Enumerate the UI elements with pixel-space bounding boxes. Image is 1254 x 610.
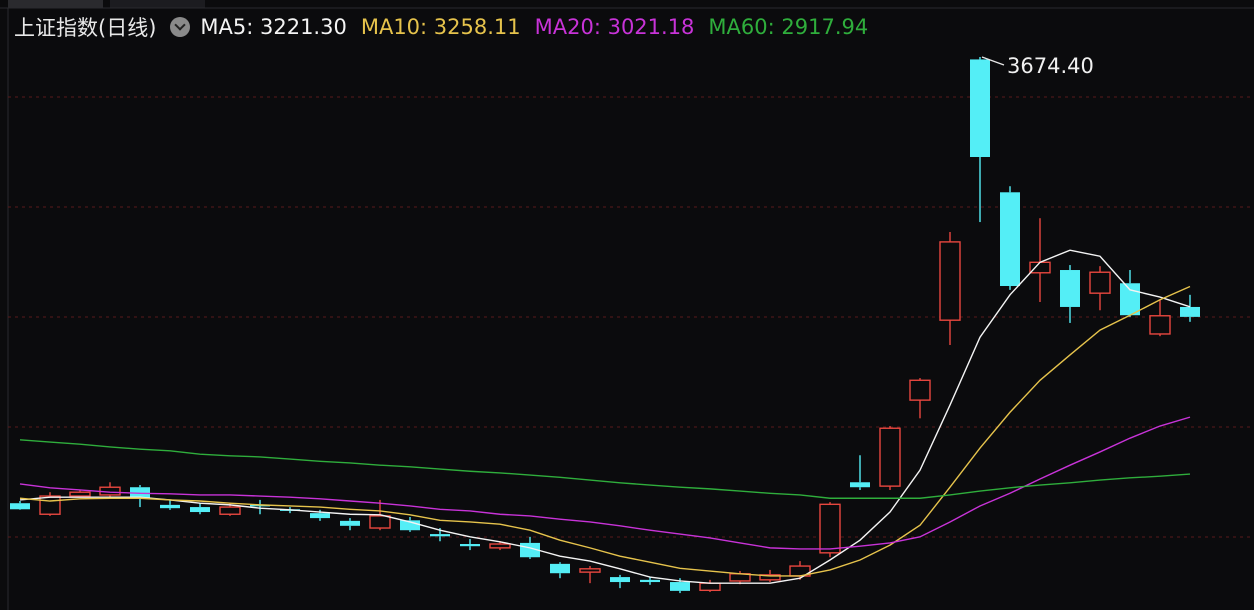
legend-entry: MA20: 3021.18 — [534, 15, 695, 39]
legend-entry: MA10: 3258.11 — [360, 15, 521, 39]
candle-body — [1120, 283, 1140, 316]
candle-body — [550, 563, 570, 574]
candle-body — [1000, 192, 1020, 287]
ma-line — [19, 416, 1191, 550]
candle-body — [879, 427, 901, 487]
candle-body — [250, 504, 270, 507]
candle-body — [670, 582, 690, 591]
candle-body — [970, 59, 990, 158]
grid — [8, 96, 1254, 538]
candle-body — [909, 379, 931, 401]
legend: 上证指数(日线) MA5: 3221.30 MA10: 3258.11 MA20: … — [14, 12, 882, 42]
annotation-arrow — [981, 56, 1005, 66]
candle-body — [219, 506, 241, 515]
candle-body — [310, 513, 330, 519]
candle-body — [1089, 271, 1111, 294]
candle-body — [400, 520, 420, 531]
candle-body — [39, 495, 61, 515]
candle-body — [430, 534, 450, 537]
candle-body — [699, 582, 721, 592]
candle-body — [160, 504, 180, 509]
candle-body — [939, 241, 961, 321]
candle-body — [640, 579, 660, 583]
ma-line — [19, 249, 1191, 584]
candle-body — [369, 515, 391, 529]
candle-body — [340, 520, 360, 526]
annotation: 3674.40 — [1007, 54, 1094, 78]
candle-body — [489, 543, 511, 549]
candle-body — [1149, 315, 1171, 335]
candle-body — [460, 544, 480, 547]
candle-body — [1060, 270, 1080, 307]
tab[interactable] — [110, 0, 205, 8]
candle-body — [1029, 261, 1051, 274]
ma-line — [19, 285, 1191, 577]
dropdown-icon[interactable] — [170, 17, 191, 37]
ma-line — [19, 439, 1191, 499]
chart-title: 上证指数(日线) — [14, 16, 157, 40]
tab[interactable] — [8, 0, 103, 8]
candle-body — [10, 503, 30, 510]
candle-body — [69, 491, 91, 497]
candle-body — [190, 507, 210, 513]
legend-entry: MA5: 3221.30 — [200, 15, 347, 39]
candle-body — [819, 503, 841, 554]
legend-entry: MA60: 2917.94 — [708, 15, 869, 39]
candle-body — [610, 577, 630, 583]
candle-body — [579, 568, 601, 573]
candle-body — [850, 482, 870, 488]
candle-body — [1180, 306, 1200, 317]
candle-body — [759, 574, 781, 581]
